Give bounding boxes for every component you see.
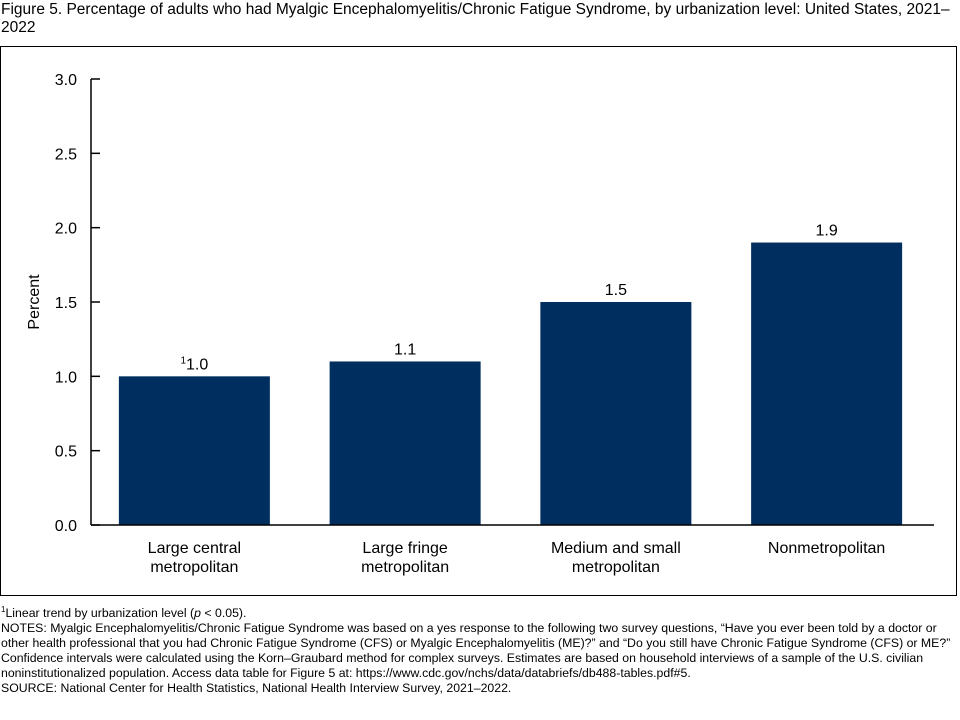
source-text: SOURCE: National Center for Health Stati… (1, 681, 512, 695)
x-tick-label: Medium and small (551, 540, 681, 557)
y-tick-label: 2.5 (55, 146, 77, 163)
footnote-trend: 1Linear trend by urbanization level (p <… (1, 604, 959, 621)
footnote-mark: 1 (1, 604, 6, 614)
x-tick-label: Large central (148, 540, 241, 557)
footnotes: 1Linear trend by urbanization level (p <… (1, 604, 959, 696)
bars: 11.0 1.1 1.5 1.9 (118, 223, 903, 526)
y-tick-label: 3.0 (55, 72, 77, 89)
bar (118, 376, 270, 525)
bar-value-label: 1.9 (816, 223, 838, 240)
bar-label-value: 1.0 (186, 356, 208, 373)
footnote-p: p (194, 606, 201, 620)
y-tick-label: 0.5 (55, 444, 77, 461)
x-tick-label: Large fringe (362, 540, 447, 557)
footnote-tail: < 0.05). (200, 606, 247, 620)
x-tick-label: Nonmetropolitan (768, 540, 885, 557)
x-tick-label: metropolitan (572, 559, 660, 576)
chart-title: Figure 5. Percentage of adults who had M… (1, 1, 950, 36)
bar-value-label: 11.0 (180, 355, 208, 373)
bar-value-label: 1.5 (605, 282, 627, 299)
y-tick-label: 1.0 (55, 369, 77, 386)
bar-value-label: 1.1 (394, 341, 416, 358)
notes-text: NOTES: Myalgic Encephalomyelitis/Chronic… (1, 621, 951, 680)
bar (540, 302, 692, 525)
y-tick-label: 0.0 (55, 518, 77, 535)
y-axis: 0.0 0.5 1.0 1.5 2.0 2.5 3.0 (55, 72, 100, 535)
bar-label-superscript: 1 (180, 355, 186, 366)
y-axis-label: Percent (26, 274, 43, 330)
footnote-text: Linear trend by urbanization level ( (5, 606, 195, 620)
x-axis: Large central metropolitan Large fringe met… (91, 524, 934, 576)
y-tick-label: 1.5 (55, 295, 77, 312)
x-tick-label: metropolitan (361, 559, 449, 576)
y-tick-label: 2.0 (55, 221, 77, 238)
bar (329, 361, 481, 525)
bar (751, 242, 903, 526)
x-tick-label: metropolitan (150, 559, 238, 576)
chart-frame (0, 46, 957, 596)
